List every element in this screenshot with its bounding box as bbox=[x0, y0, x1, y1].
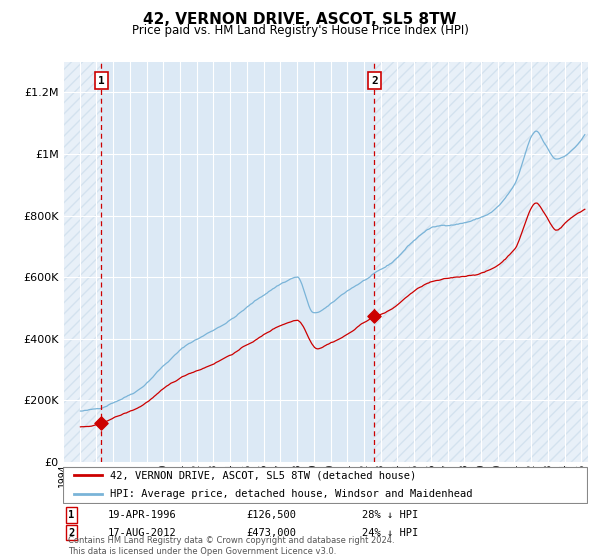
Text: 42, VERNON DRIVE, ASCOT, SL5 8TW: 42, VERNON DRIVE, ASCOT, SL5 8TW bbox=[143, 12, 457, 27]
Text: £473,000: £473,000 bbox=[247, 528, 297, 538]
Text: HPI: Average price, detached house, Windsor and Maidenhead: HPI: Average price, detached house, Wind… bbox=[110, 489, 473, 500]
Point bbox=[370, 312, 379, 321]
Text: 19-APR-1996: 19-APR-1996 bbox=[107, 510, 176, 520]
Bar bbox=[374, 62, 590, 462]
Text: 2: 2 bbox=[68, 528, 74, 538]
Point bbox=[97, 418, 106, 427]
Text: Contains HM Land Registry data © Crown copyright and database right 2024.
This d: Contains HM Land Registry data © Crown c… bbox=[68, 536, 395, 556]
Text: £126,500: £126,500 bbox=[247, 510, 297, 520]
Text: Price paid vs. HM Land Registry's House Price Index (HPI): Price paid vs. HM Land Registry's House … bbox=[131, 24, 469, 36]
Text: 24% ↓ HPI: 24% ↓ HPI bbox=[362, 528, 419, 538]
Text: 28% ↓ HPI: 28% ↓ HPI bbox=[362, 510, 419, 520]
Text: 1: 1 bbox=[98, 76, 105, 86]
FancyBboxPatch shape bbox=[63, 466, 587, 503]
Text: 1: 1 bbox=[68, 510, 74, 520]
Text: 42, VERNON DRIVE, ASCOT, SL5 8TW (detached house): 42, VERNON DRIVE, ASCOT, SL5 8TW (detach… bbox=[110, 470, 416, 480]
Text: 17-AUG-2012: 17-AUG-2012 bbox=[107, 528, 176, 538]
Bar bbox=[63, 62, 101, 462]
Text: 2: 2 bbox=[371, 76, 377, 86]
